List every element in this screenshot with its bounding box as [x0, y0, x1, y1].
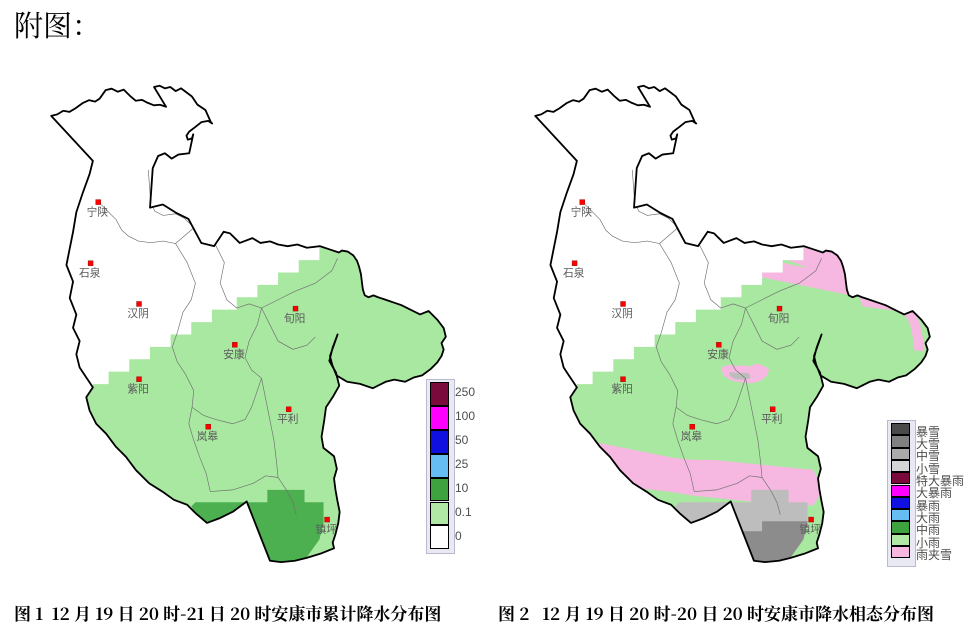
svg-text:平利: 平利 — [277, 414, 298, 426]
svg-text:紫阳: 紫阳 — [611, 383, 632, 395]
svg-text:岚皋: 岚皋 — [681, 430, 703, 443]
svg-text:安康: 安康 — [223, 348, 245, 361]
svg-text:宁陕: 宁陕 — [571, 205, 593, 218]
svg-text:平利: 平利 — [761, 414, 782, 426]
svg-text:镇坪: 镇坪 — [800, 523, 822, 536]
svg-text:安康: 安康 — [707, 348, 729, 361]
svg-text:旬阳: 旬阳 — [768, 312, 789, 325]
svg-text:宁陕: 宁陕 — [87, 205, 109, 218]
svg-text:石泉: 石泉 — [563, 266, 585, 279]
svg-text:镇坪: 镇坪 — [316, 523, 338, 536]
svg-text:汉阴: 汉阴 — [611, 308, 632, 320]
svg-text:石泉: 石泉 — [79, 266, 101, 279]
svg-text:紫阳: 紫阳 — [127, 383, 148, 395]
svg-text:岚皋: 岚皋 — [197, 430, 219, 443]
svg-text:汉阴: 汉阴 — [127, 308, 148, 320]
svg-text:旬阳: 旬阳 — [284, 312, 305, 325]
